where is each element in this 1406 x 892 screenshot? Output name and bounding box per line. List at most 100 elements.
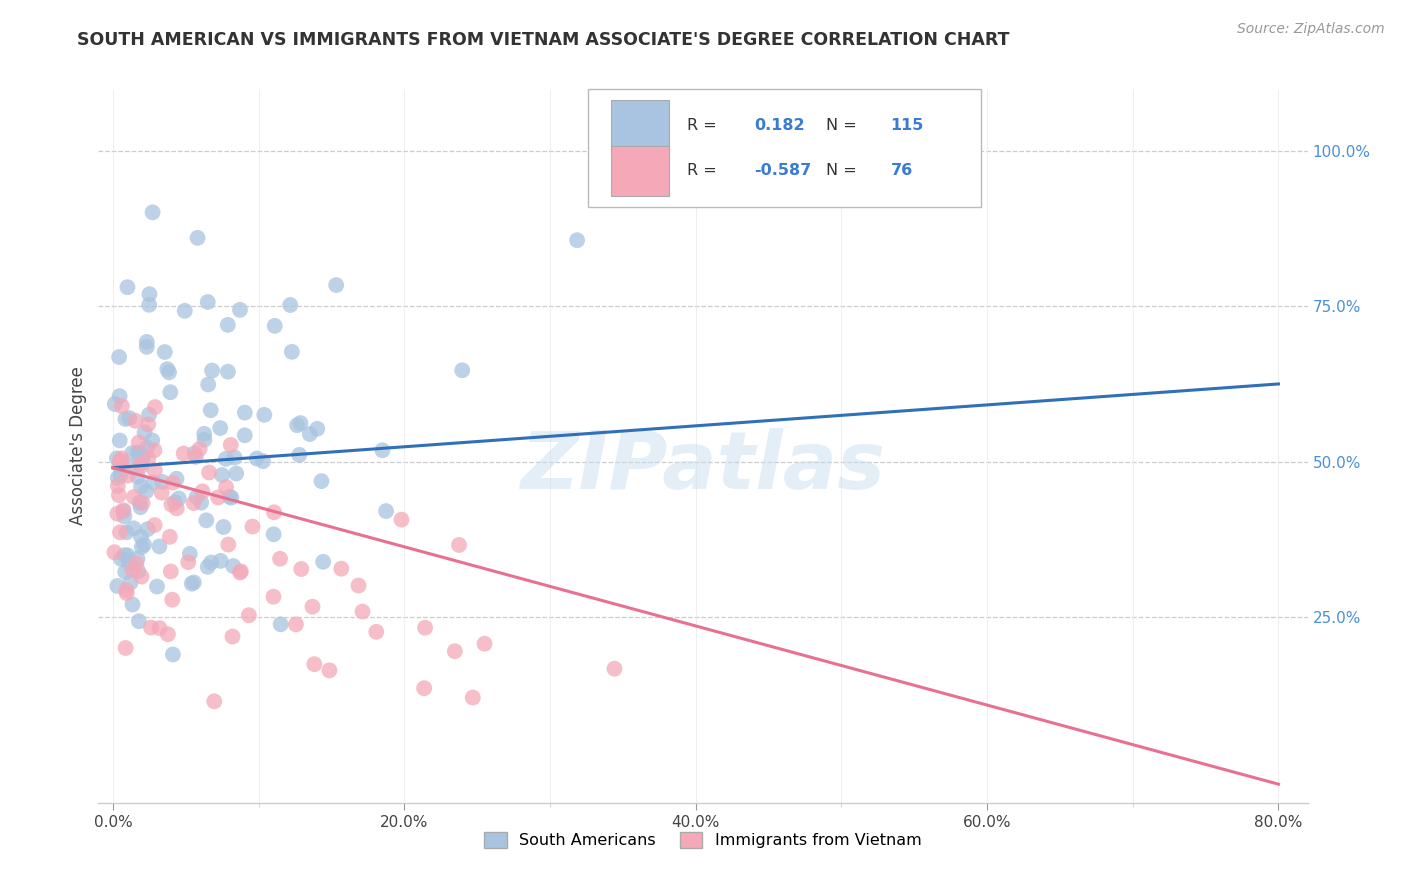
Point — [108, 350, 131, 364]
Point — [197, 377, 219, 392]
Point — [217, 365, 239, 379]
Point — [347, 578, 370, 592]
Point — [201, 363, 224, 377]
Point — [136, 451, 159, 466]
Point — [183, 575, 205, 590]
Point — [110, 552, 132, 566]
Point — [115, 583, 138, 598]
Point — [262, 590, 284, 604]
Point — [188, 442, 211, 456]
Point — [198, 466, 221, 480]
Point — [197, 295, 219, 310]
Point — [117, 280, 139, 294]
Point — [142, 475, 165, 490]
Point — [135, 334, 157, 349]
Point — [219, 438, 242, 452]
Point — [288, 448, 311, 462]
Point — [215, 451, 238, 466]
Point — [215, 480, 238, 494]
Point — [141, 434, 163, 448]
Point — [325, 278, 347, 293]
Point — [105, 507, 128, 521]
Point — [135, 340, 157, 354]
Point — [129, 445, 152, 459]
Point — [114, 640, 136, 655]
Text: ZIPatlas: ZIPatlas — [520, 428, 886, 507]
Y-axis label: Associate's Degree: Associate's Degree — [69, 367, 87, 525]
Point — [120, 575, 142, 590]
Point — [413, 621, 436, 635]
Point — [142, 205, 165, 219]
Point — [160, 498, 183, 512]
Point — [129, 480, 152, 494]
Point — [263, 505, 285, 519]
Text: R =: R = — [688, 118, 723, 133]
Text: R =: R = — [688, 163, 723, 178]
Point — [131, 496, 153, 510]
Point — [177, 555, 200, 569]
Point — [186, 490, 208, 504]
Point — [187, 231, 209, 245]
Point — [375, 504, 398, 518]
Point — [229, 302, 252, 317]
Point — [163, 495, 186, 509]
Point — [200, 403, 222, 417]
Point — [311, 474, 333, 488]
Point — [128, 495, 150, 509]
Point — [108, 525, 131, 540]
Point — [134, 425, 156, 440]
Point — [221, 491, 243, 505]
Point — [131, 458, 153, 473]
Point — [138, 408, 160, 422]
Point — [447, 538, 470, 552]
Point — [304, 657, 326, 672]
Point — [108, 458, 131, 473]
Point — [229, 565, 252, 579]
Point — [108, 455, 131, 469]
Point — [193, 426, 215, 441]
Point — [129, 500, 152, 515]
Point — [129, 530, 152, 544]
Point — [127, 446, 149, 460]
Point — [108, 454, 131, 468]
Point — [451, 363, 474, 377]
Point — [129, 458, 152, 472]
Point — [565, 233, 588, 247]
Text: N =: N = — [827, 118, 862, 133]
Point — [218, 490, 240, 504]
Text: SOUTH AMERICAN VS IMMIGRANTS FROM VIETNAM ASSOCIATE'S DEGREE CORRELATION CHART: SOUTH AMERICAN VS IMMIGRANTS FROM VIETNA… — [77, 31, 1010, 49]
Point — [225, 467, 247, 481]
Point — [191, 484, 214, 499]
Point — [139, 621, 162, 635]
Point — [352, 605, 374, 619]
Point — [167, 491, 190, 506]
Point — [183, 496, 205, 510]
Point — [284, 617, 307, 632]
Point — [202, 694, 225, 708]
Point — [103, 545, 125, 559]
Point — [159, 530, 181, 544]
Point — [105, 451, 128, 466]
Point — [107, 479, 129, 493]
Point — [114, 565, 136, 579]
Point — [110, 468, 132, 483]
Point — [190, 496, 212, 510]
Point — [270, 617, 292, 632]
Point — [148, 540, 170, 554]
Point — [166, 501, 188, 516]
Point — [153, 345, 176, 359]
Point — [131, 449, 153, 463]
Point — [115, 586, 138, 600]
Point — [138, 287, 160, 301]
Point — [330, 562, 353, 576]
FancyBboxPatch shape — [588, 89, 981, 207]
Point — [229, 566, 252, 580]
Point — [252, 454, 274, 468]
Point — [221, 630, 243, 644]
Point — [118, 460, 141, 475]
Point — [474, 637, 496, 651]
Point — [307, 422, 329, 436]
Point — [127, 564, 149, 578]
Point — [184, 450, 207, 464]
Point — [115, 525, 138, 540]
